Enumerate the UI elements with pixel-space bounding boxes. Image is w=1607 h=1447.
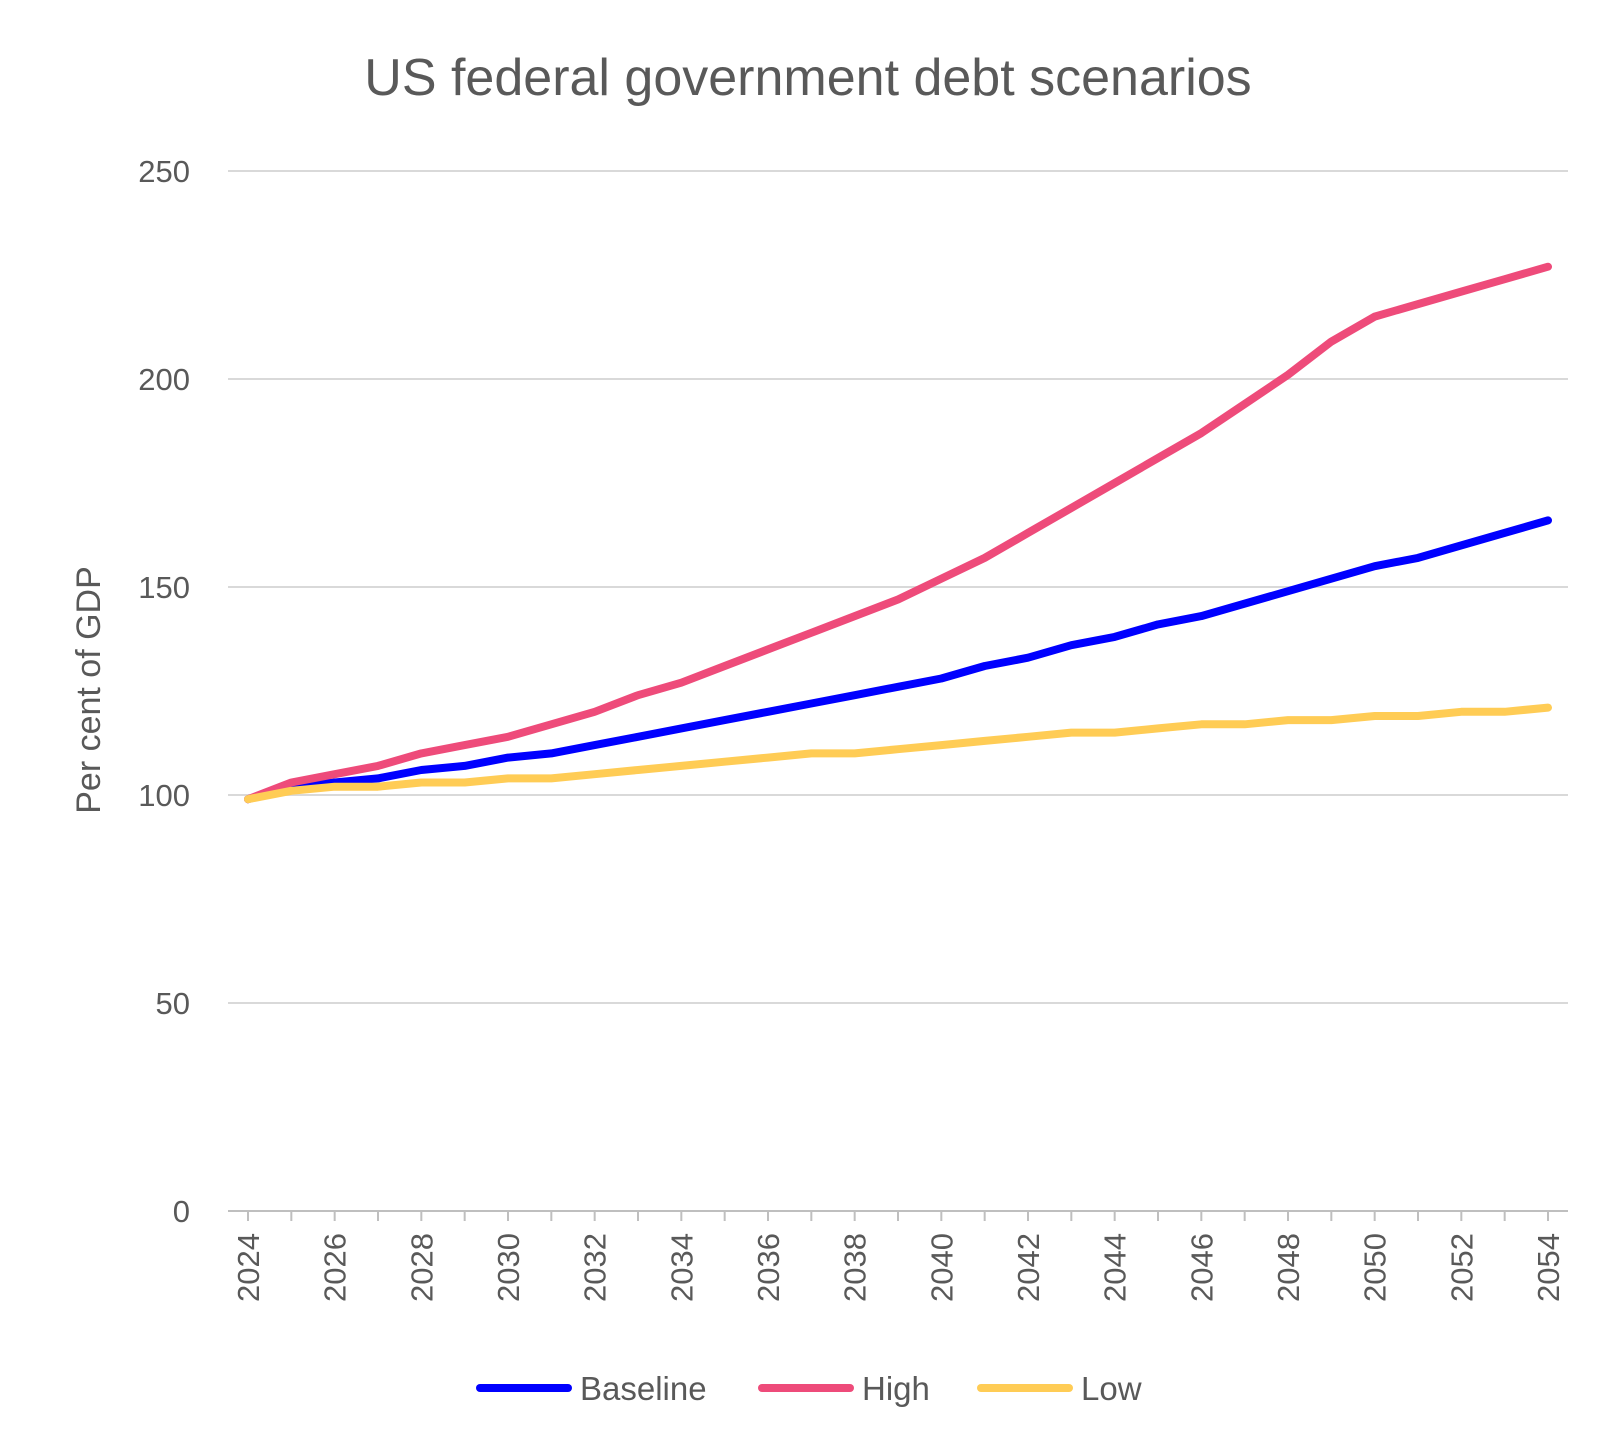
x-tick-label: 2040 [924,1233,959,1302]
grid-lines [228,170,1568,1004]
x-tick-label: 2034 [664,1233,699,1302]
legend-item-low: Low [977,1370,1142,1407]
legend-label: High [862,1370,930,1407]
y-tick-label: 200 [138,362,190,397]
legend: Baseline High Low [476,1370,1142,1407]
legend-item-baseline: Baseline [476,1370,707,1407]
x-tick-label: 2046 [1184,1233,1219,1302]
x-tick-label: 2030 [491,1233,526,1302]
y-tick-label: 50 [156,986,190,1021]
x-tick-label: 2044 [1098,1233,1133,1302]
legend-label: Baseline [580,1370,707,1407]
x-tick-label: 2036 [751,1233,786,1302]
x-tick-label: 2042 [1011,1233,1046,1302]
x-tick-label: 2032 [578,1233,613,1302]
series-line-high [244,262,1552,804]
y-axis-label: Per cent of GDP [70,566,108,814]
series-line-baseline [244,516,1552,804]
x-tick-label: 2050 [1358,1233,1393,1302]
x-axis-ticks: 2024 2026 2028 2030 2032 2034 2036 2038 2040 2042… [231,1233,1566,1302]
y-axis-ticks: 0 50 100 150 200 250 [138,154,190,1229]
x-tick-label: 2028 [404,1233,439,1302]
y-tick-label: 150 [138,570,190,605]
series-line-low [244,703,1552,804]
y-tick-label: 100 [138,778,190,813]
x-tick-label: 2048 [1271,1233,1306,1302]
x-tick-label: 2038 [838,1233,873,1302]
legend-item-high: High [758,1370,930,1407]
x-tick-label: 2026 [318,1233,353,1302]
x-tick-label: 2052 [1444,1233,1479,1302]
x-tick-label: 2024 [231,1233,266,1302]
legend-label: Low [1081,1370,1142,1407]
x-axis [228,1210,1568,1221]
y-tick-label: 250 [138,154,190,189]
chart-title: US federal government debt scenarios [364,49,1251,107]
series-lines [244,262,1552,804]
y-tick-label: 0 [173,1194,190,1229]
x-tick-label: 2054 [1531,1233,1566,1302]
